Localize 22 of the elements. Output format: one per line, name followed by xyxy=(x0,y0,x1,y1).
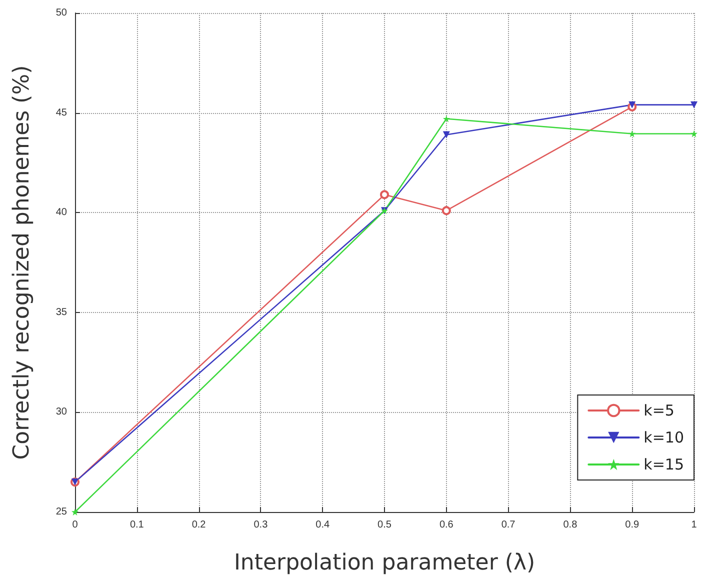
legend-label: k=10 xyxy=(644,428,684,446)
y-tick-label: 30 xyxy=(56,406,68,418)
x-tick-label: 0.1 xyxy=(130,520,144,530)
x-tick-label: 0.5 xyxy=(378,520,392,530)
y-tick-label: 40 xyxy=(56,207,68,218)
legend-label: k=15 xyxy=(644,456,684,474)
y-tick-label: 25 xyxy=(56,506,68,518)
y-axis-title: Correctly recognized phonemes (%) xyxy=(10,65,34,460)
x-tick-label: 0 xyxy=(72,520,78,530)
x-tick-label: 0.7 xyxy=(501,520,516,530)
y-tick-label: 45 xyxy=(56,107,68,118)
x-tick-label: 0.3 xyxy=(254,520,268,530)
legend-label: k=5 xyxy=(644,402,674,420)
y-tick-label: 50 xyxy=(56,8,68,18)
x-tick-label: 0.6 xyxy=(439,520,454,530)
x-tick-label: 0.8 xyxy=(563,520,578,530)
x-tick-label: 0.9 xyxy=(625,520,640,530)
y-tick-label: 35 xyxy=(56,306,68,318)
x-tick-label: 0.4 xyxy=(316,520,330,530)
x-tick-label: 0.2 xyxy=(192,520,206,530)
x-tick-label: 1 xyxy=(691,520,698,530)
x-axis-title: Interpolation parameter (λ) xyxy=(234,550,536,576)
